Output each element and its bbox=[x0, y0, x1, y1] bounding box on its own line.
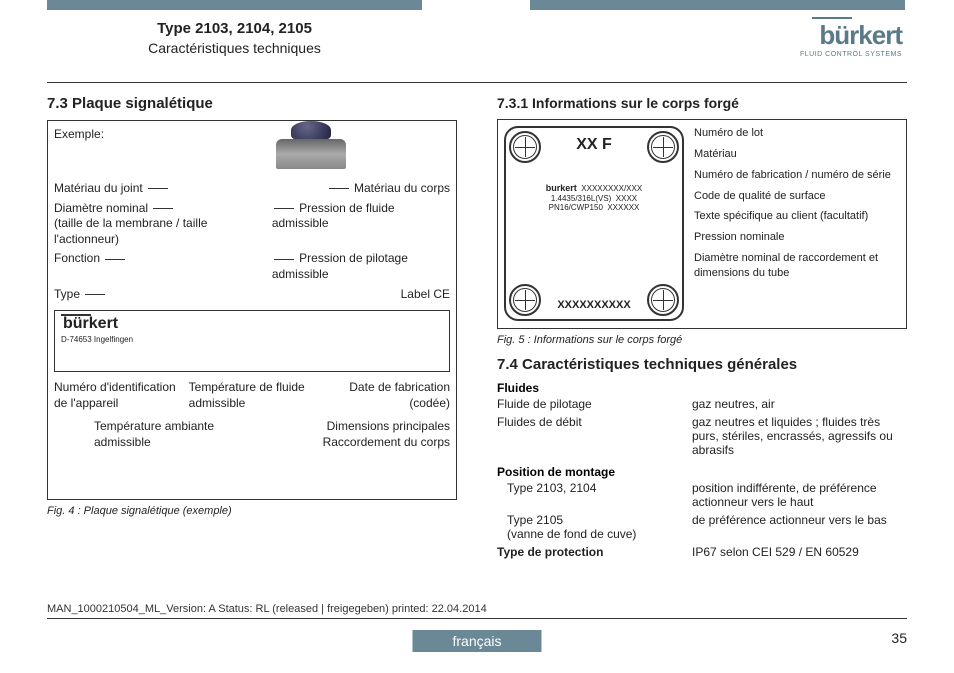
bar-right bbox=[530, 0, 905, 10]
top-bars bbox=[0, 0, 954, 10]
header-divider bbox=[47, 82, 907, 83]
label-lot: Numéro de lot bbox=[694, 126, 900, 141]
footer-meta: MAN_1000210504_ML_Version: A Status: RL … bbox=[47, 603, 487, 615]
label-press-pilot: Pression de pilotage admissible bbox=[272, 251, 450, 282]
footer-divider bbox=[47, 618, 907, 619]
right-column: 7.3.1 Informations sur le corps forgé XX… bbox=[497, 95, 907, 611]
nameplate-diagram: Exemple: Matériau du joint Matériau du c… bbox=[47, 120, 457, 500]
spec-prot-key: Type de protection bbox=[497, 545, 692, 559]
label-client: Texte spécifique au client (facultatif) bbox=[694, 209, 900, 224]
label-num-ident: Numéro d'identification de l'appareil bbox=[54, 380, 181, 411]
bar-left bbox=[47, 0, 422, 10]
label-dims: Dimensions principales Raccordement du c… bbox=[260, 419, 450, 450]
label-temp-fluide: Température de fluide admissible bbox=[189, 380, 316, 411]
fig-4-caption: Fig. 4 : Plaque signalétique (exemple) bbox=[47, 505, 457, 517]
logo-subtitle: FLUID CONTROL SYSTEMS bbox=[800, 51, 902, 58]
label-temp-amb: Température ambiante admissible bbox=[54, 419, 244, 450]
example-label: Exemple: bbox=[54, 127, 104, 141]
header-subtitle: Caractéristiques techniques bbox=[47, 40, 422, 56]
forged-drawing: XX F burkert XXXXXXXX/XXX 1.4435/316L(VS… bbox=[504, 126, 684, 322]
spec-pos2-val: de préférence actionneur vers le bas bbox=[692, 513, 907, 541]
spec-table: Fluides Fluide de pilotage gaz neutres, … bbox=[497, 381, 907, 559]
device-icon bbox=[266, 125, 356, 175]
label-surf: Code de qualité de surface bbox=[694, 189, 900, 204]
spec-debit-val: gaz neutres et liquides ; fluides très p… bbox=[692, 415, 907, 457]
label-type: Type bbox=[54, 287, 107, 303]
section-7-4-title: 7.4 Caractéristiques techniques générale… bbox=[497, 356, 907, 373]
spec-pilot-val: gaz neutres, air bbox=[692, 397, 907, 411]
nameplate-box: bürkert D-74653 Ingelfingen bbox=[54, 310, 450, 372]
label-mat-joint: Matériau du joint bbox=[54, 181, 170, 197]
spec-pilot-key: Fluide de pilotage bbox=[497, 397, 692, 411]
header-title: Type 2103, 2104, 2105 bbox=[47, 20, 422, 37]
label-mat: Matériau bbox=[694, 147, 900, 162]
label-fab: Numéro de fabrication / numéro de série bbox=[694, 168, 900, 183]
nameplate-sub: D-74653 Ingelfingen bbox=[61, 335, 443, 345]
label-ce: Label CE bbox=[401, 287, 450, 303]
bottom-labels-1: Numéro d'identification de l'appareil Te… bbox=[54, 380, 450, 411]
spec-fluides-title: Fluides bbox=[497, 381, 907, 395]
label-area: Matériau du joint Matériau du corps Diam… bbox=[54, 181, 450, 451]
forged-mid-text: burkert XXXXXXXX/XXX 1.4435/316L(VS) XXX… bbox=[506, 183, 682, 213]
forged-bottom: XXXXXXXXXX bbox=[506, 299, 682, 311]
forged-labels: Numéro de lot Matériau Numéro de fabrica… bbox=[694, 126, 900, 322]
page-header: Type 2103, 2104, 2105 Caractéristiques t… bbox=[47, 20, 907, 80]
spec-prot-val: IP67 selon CEI 529 / EN 60529 bbox=[692, 545, 907, 559]
page-number: 35 bbox=[891, 630, 907, 646]
label-mat-corps: Matériau du corps bbox=[327, 181, 450, 197]
section-7-3-title: 7.3 Plaque signalétique bbox=[47, 95, 457, 112]
spec-pos1-key: Type 2103, 2104 bbox=[497, 481, 692, 509]
label-press-fluide: Pression de fluide admissible bbox=[272, 201, 450, 248]
bottom-labels-2: Température ambiante admissible Dimensio… bbox=[54, 419, 450, 450]
burkert-logo: bürkert FLUID CONTROL SYSTEMS bbox=[800, 20, 907, 80]
logo-text: bürkert bbox=[800, 20, 902, 51]
header-left: Type 2103, 2104, 2105 Caractéristiques t… bbox=[47, 20, 422, 80]
label-diam: Diamètre nominal (taille de la membrane … bbox=[54, 201, 272, 248]
label-diam-racc: Diamètre nominal de raccordement et dime… bbox=[694, 251, 900, 281]
spec-pos2-key: Type 2105(vanne de fond de cuve) bbox=[497, 513, 692, 541]
label-press: Pression nominale bbox=[694, 230, 900, 245]
content: 7.3 Plaque signalétique Exemple: Matéria… bbox=[47, 95, 907, 611]
language-badge: français bbox=[412, 630, 541, 652]
page-footer: MAN_1000210504_ML_Version: A Status: RL … bbox=[0, 618, 954, 673]
label-date-fab: Date de fabrication (codée) bbox=[323, 380, 450, 411]
spec-debit-key: Fluides de débit bbox=[497, 415, 692, 457]
section-7-3-1-title: 7.3.1 Informations sur le corps forgé bbox=[497, 95, 907, 111]
fig-5-caption: Fig. 5 : Informations sur le corps forgé bbox=[497, 334, 907, 346]
spec-pos-title: Position de montage bbox=[497, 465, 907, 479]
nameplate-logo: bürkert bbox=[61, 314, 443, 335]
label-fonction: Fonction bbox=[54, 251, 127, 282]
forged-xxf: XX F bbox=[506, 136, 682, 154]
forged-diagram: XX F burkert XXXXXXXX/XXX 1.4435/316L(VS… bbox=[497, 119, 907, 329]
spec-pos1-val: position indifférente, de préférence act… bbox=[692, 481, 907, 509]
left-column: 7.3 Plaque signalétique Exemple: Matéria… bbox=[47, 95, 457, 611]
